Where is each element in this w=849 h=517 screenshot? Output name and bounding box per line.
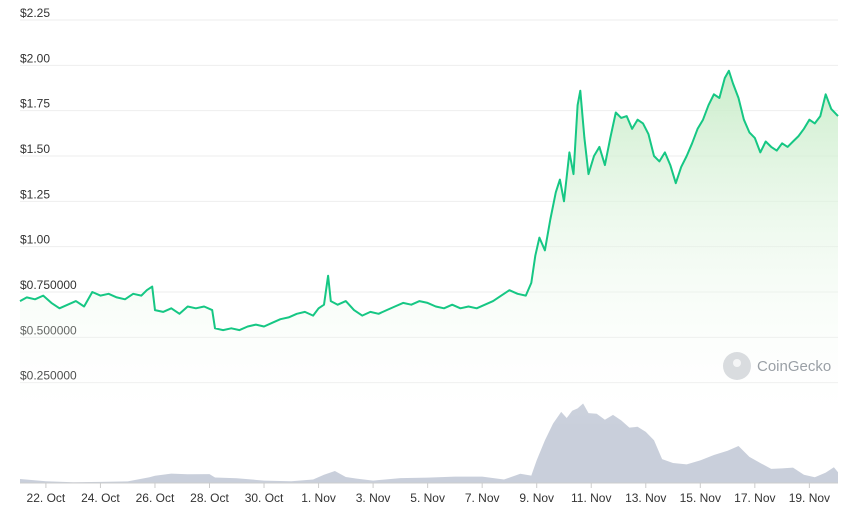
- x-tick-label: 30. Oct: [245, 491, 284, 505]
- x-tick-label: 7. Nov: [465, 491, 500, 505]
- gecko-logo-icon: [723, 352, 751, 380]
- x-tick-label: 26. Oct: [136, 491, 175, 505]
- x-tick-label: 13. Nov: [625, 491, 666, 505]
- x-tick-label: 22. Oct: [27, 491, 66, 505]
- y-tick-label: $2.00: [20, 51, 50, 65]
- price-line: [19, 69, 839, 332]
- x-tick-label: 17. Nov: [734, 491, 775, 505]
- watermark-label: CoinGecko: [757, 357, 832, 375]
- price-area-fill: [20, 70, 838, 429]
- y-tick-label: $1.25: [20, 187, 50, 201]
- x-tick-label: 9. Nov: [519, 491, 554, 505]
- x-tick-label: 24. Oct: [81, 491, 120, 505]
- y-tick-label: $1.00: [20, 233, 50, 247]
- coingecko-watermark: CoinGecko: [723, 352, 831, 380]
- y-tick-label: $1.75: [20, 97, 50, 111]
- x-tick-label: 11. Nov: [571, 491, 611, 505]
- x-axis: 22. Oct 24. Oct 26. Oct 28. Oct 30. Oct 1. No…: [27, 483, 830, 505]
- y-tick-label: $0.750000: [20, 278, 77, 292]
- x-tick-label: 1. Nov: [301, 491, 336, 505]
- x-tick-label: 19. Nov: [789, 491, 830, 505]
- x-tick-label: 3. Nov: [356, 491, 391, 505]
- y-tick-label: $1.50: [20, 142, 50, 156]
- y-tick-label: $2.25: [20, 6, 50, 20]
- volume-area: [20, 403, 838, 483]
- x-tick-label: 15. Nov: [680, 491, 721, 505]
- x-tick-label: 28. Oct: [190, 491, 229, 505]
- x-tick-label: 5. Nov: [410, 491, 445, 505]
